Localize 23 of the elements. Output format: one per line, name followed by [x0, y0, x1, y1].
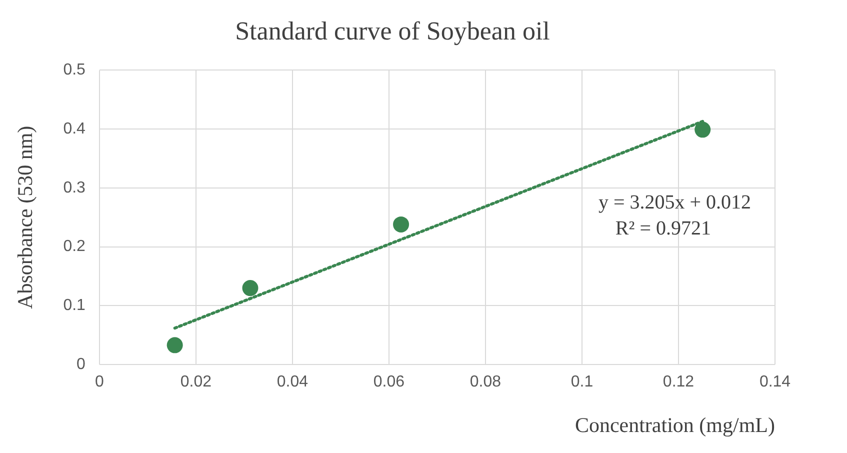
annotation: R² = 0.9721	[615, 217, 711, 240]
x-tick-label: 0.12	[662, 374, 694, 391]
x-axis-title: Concentration (mg/mL)	[574, 412, 775, 437]
x-tick-label: 0.06	[373, 374, 405, 391]
annotation: y = 3.205x + 0.012	[598, 191, 751, 214]
y-axis-title: Absorbance (530 nm)	[13, 126, 38, 309]
chart-title: Standard curve of Soybean oil	[235, 16, 550, 46]
x-tick-label: 0.14	[759, 374, 791, 391]
x-tick-label: 0.1	[570, 374, 594, 391]
x-tick-label: 0.02	[180, 374, 212, 391]
x-tick-label: 0.08	[470, 374, 502, 391]
x-tick-label: 0.04	[276, 374, 308, 391]
y-tick-label: 0	[76, 356, 86, 374]
point	[393, 216, 410, 232]
y-tick-label: 0.3	[63, 179, 86, 196]
y-tick-label: 0.1	[63, 297, 86, 314]
point	[166, 337, 183, 354]
point	[242, 280, 258, 296]
x-tick-label: 0	[94, 374, 104, 391]
y-tick-label: 0.4	[63, 120, 86, 138]
y-tick-label: 0.5	[63, 62, 86, 79]
point	[694, 122, 711, 138]
y-tick-label: 0.2	[63, 238, 86, 256]
